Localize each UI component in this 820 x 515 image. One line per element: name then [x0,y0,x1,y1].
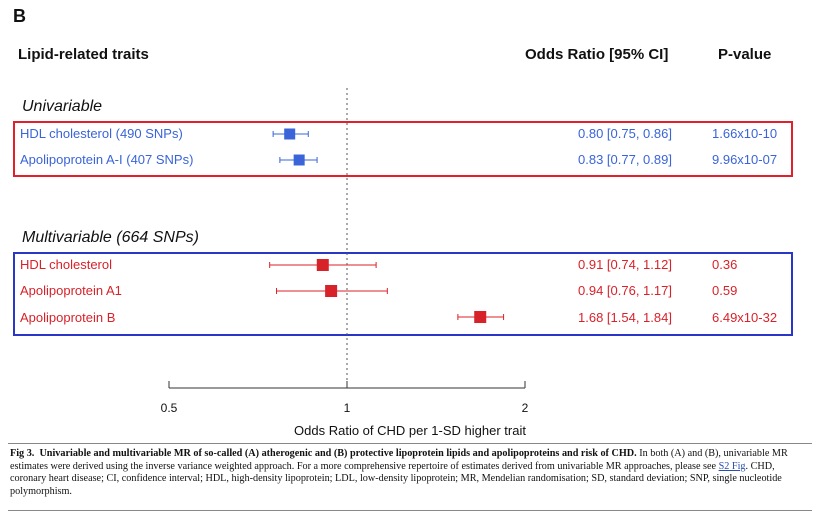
tick-label: 0.5 [160,401,178,415]
row-p: 9.96x10-07 [712,152,778,167]
header-odds-ratio: Odds Ratio [95% CI] [525,46,669,63]
univariable-box [13,121,793,177]
point-estimate-box [474,311,487,323]
point-estimate-box [293,154,305,166]
tick-label: 2 [521,401,529,415]
row-ci: 0.80 [0.75, 0.86] [578,126,672,141]
caption-fig-title: Univariable and multivariable MR of so-c… [39,448,637,459]
divider [8,443,812,444]
row-ci: 1.68 [1.54, 1.84] [578,310,672,325]
s2-fig-link[interactable]: S2 Fig [718,460,746,472]
caption-fig-label: Fig 3. [10,448,35,459]
row-label: Apolipoprotein A1 [20,283,122,298]
tick-label: 1 [343,401,351,415]
figure-caption: Fig 3. Univariable and multivariable MR … [10,448,810,498]
point-estimate-box [284,128,296,140]
row-label: HDL cholesterol (490 SNPs) [20,126,183,141]
header-traits: Lipid-related traits [18,46,149,63]
header-p-value: P-value [718,46,772,63]
row-ci: 0.91 [0.74, 1.12] [578,257,672,272]
caption-text: In both (A) and (B), univariable MR esti… [10,448,788,472]
row-label: HDL cholesterol [20,257,113,272]
group-title-multivariable: Multivariable (664 SNPs) [22,229,199,246]
x-axis-title: Odds Ratio of CHD per 1-SD higher trait [294,423,526,438]
row-p: 1.66x10-10 [712,126,778,141]
point-estimate-box [316,259,329,271]
divider [8,510,812,511]
row-label: Apolipoprotein A-I (407 SNPs) [20,152,194,167]
row-p: 0.36 [712,257,738,272]
row-p: 6.49x10-32 [712,310,778,325]
point-estimate-box [325,285,338,297]
caption-text-end: . CHD, coronary heart disease; CI, confi… [10,460,782,497]
row-ci: 0.83 [0.77, 0.89] [578,152,672,167]
panel-letter: B [13,6,26,26]
row-label: Apolipoprotein B [20,310,116,325]
multivariable-box [13,252,793,336]
row-ci: 0.94 [0.76, 1.17] [578,283,672,298]
row-p: 0.59 [712,283,738,298]
group-title-univariable: Univariable [22,98,103,115]
